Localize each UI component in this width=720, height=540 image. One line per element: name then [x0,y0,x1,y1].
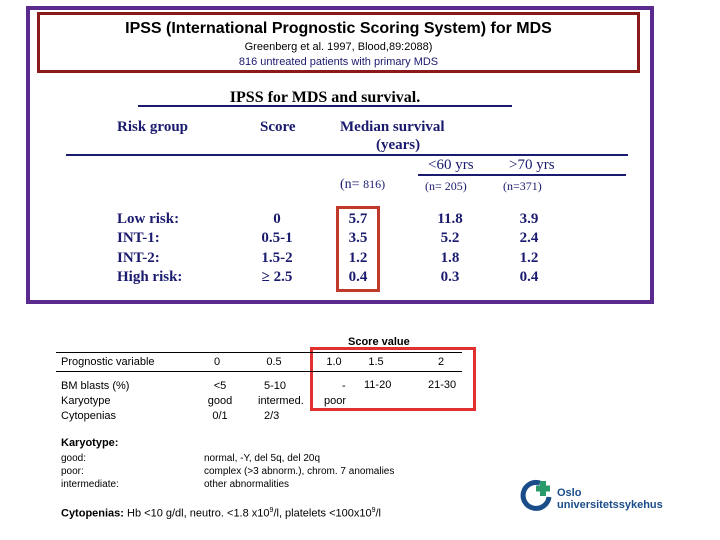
col-0-values: <5 good 0/1 [200,379,240,424]
karyotype-label: good: [61,453,87,464]
karyotype-value: other abnormalities [204,479,290,490]
hospital-logo-text: Oslo universitetssykehus [557,487,663,511]
prognostic-variable-header: Prognostic variable [61,356,155,368]
header-gt70: >70 yrs [509,157,555,173]
score-col-header: 0.5 [266,356,282,368]
header-median-survival: Median survival [340,119,445,135]
header-risk-group: Risk group [117,119,189,135]
logo-line: Oslo [557,487,582,499]
n-lt60: (n= 205) [425,179,467,193]
score-value: 0.5-1 [261,230,293,246]
median-value: 0.4 [348,269,368,285]
subtitle: 816 untreated patients with primary MDS [238,56,439,68]
n-gt70: (n=371) [503,179,542,193]
citation: Greenberg et al. 1997, Blood,89:2088) [244,41,433,53]
logo-line: universitetssykehus [557,499,663,511]
cell-value: 21-30 [428,379,457,391]
score-value: 0 [273,211,281,227]
risk-label: INT-1: [117,230,160,246]
risk-label: INT-2: [117,250,160,266]
cytopenias-text-a: Hb <10 g/dl, neutro. <1.8 x10 [127,507,270,520]
page-title: IPSS (International Prognostic Scoring S… [125,20,552,37]
karyotype-label: intermediate: [61,479,119,490]
score-col-header: 1.5 [368,356,384,368]
karyotype-values: normal, -Y, del 5q, del 20q complex (>3 … [204,452,394,491]
lt60-value: 1.8 [440,250,460,266]
survival-title: IPSS for MDS and survival. [229,89,421,106]
ipss-frame [26,6,654,304]
table-top-rule [56,352,462,353]
karyotype-value: normal, -Y, del 5q, del 20q [204,453,321,464]
lt60-value: 5.2 [440,230,460,246]
cytopenias-text-b: /l, platelets <100x10 [273,507,372,520]
n-all: (n= 816) [340,177,386,192]
karyotype-labels: good: poor: intermediate: [61,452,119,491]
variable-name: BM blasts (%) [61,380,130,392]
score-col-header: 2 [437,356,445,368]
variable-name: Cytopenias [61,410,117,422]
score-highlight-box [310,347,476,411]
header-lt60: <60 yrs [428,157,474,173]
table-header-rule [56,371,462,372]
cell-value: - [342,380,346,392]
median-value: 3.5 [348,230,368,246]
title-box [37,12,640,73]
cell-value: intermed. [258,395,304,407]
score-value: ≥ 2.5 [261,269,293,285]
lt60-value: 11.8 [437,211,463,227]
median-value: 1.2 [348,250,368,266]
col-05-values: 5-10 intermed. 2/3 [258,379,304,424]
cell-value: 0/1 [212,410,228,422]
cytopenias-sup-b: 9 [371,507,376,514]
risk-label: High risk: [117,269,183,285]
hospital-logo-icon [520,478,554,512]
karyotype-label: poor: [61,466,84,477]
cytopenias-definition: Cytopenias: Hb <10 g/dl, neutro. <1.8 x1… [61,507,381,520]
cytopenias-label: Cytopenias: [61,507,124,520]
karyotype-value: complex (>3 abnorm.), chrom. 7 anomalies [204,466,395,477]
lt60-value: 0.3 [440,269,460,285]
karyotype-heading: Karyotype: [61,437,119,449]
cytopenias-sup-a: 9 [269,507,274,514]
cell-value: <5 [213,380,227,392]
cell-value: poor [324,395,347,407]
header-rule [66,154,628,156]
variable-list: BM blasts (%) Karyotype Cytopenias [61,379,129,424]
cell-value: good [207,395,233,407]
cytopenias-text-c: /l [375,507,382,520]
cell-value: 11-20 [364,379,392,391]
cell-value: 2/3 [264,410,280,422]
cell-value: 5-10 [264,380,287,392]
gt70-value: 0.4 [519,269,539,285]
score-value: 1.5-2 [261,250,293,266]
gt70-value: 1.2 [519,250,539,266]
gt70-value: 3.9 [519,211,539,227]
title-rule [138,105,512,107]
variable-name: Karyotype [61,395,111,407]
score-col-header: 1.0 [326,356,342,368]
median-highlight-box [336,206,380,292]
score-value-label: Score value [348,336,410,348]
median-value: 5.7 [348,211,368,227]
score-col-header: 0 [213,356,221,368]
risk-label: Low risk: [117,211,180,227]
header-score: Score [260,119,296,135]
subheader-rule [418,174,626,176]
gt70-value: 2.4 [519,230,539,246]
header-years: (years) [376,137,421,153]
col-10-values: - poor [322,379,346,409]
